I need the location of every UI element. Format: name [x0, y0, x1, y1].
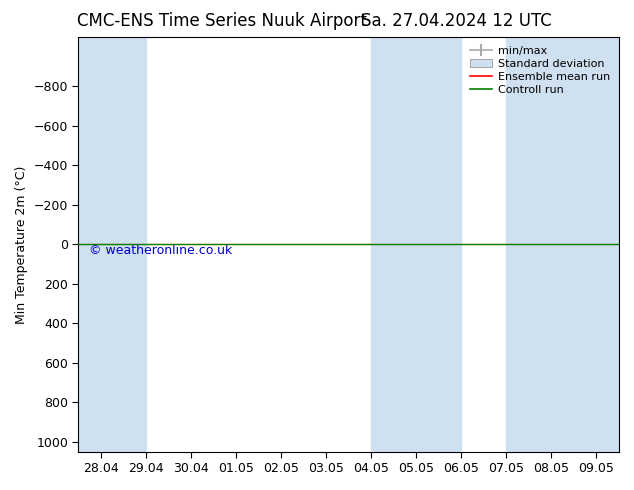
Text: Sa. 27.04.2024 12 UTC: Sa. 27.04.2024 12 UTC — [361, 12, 552, 30]
Text: © weatheronline.co.uk: © weatheronline.co.uk — [89, 244, 233, 257]
Bar — [507, 37, 619, 452]
Bar — [372, 37, 462, 452]
Text: CMC-ENS Time Series Nuuk Airport: CMC-ENS Time Series Nuuk Airport — [77, 12, 367, 30]
Legend: min/max, Standard deviation, Ensemble mean run, Controll run: min/max, Standard deviation, Ensemble me… — [467, 43, 614, 98]
Bar — [79, 37, 146, 452]
Y-axis label: Min Temperature 2m (°C): Min Temperature 2m (°C) — [15, 165, 28, 323]
